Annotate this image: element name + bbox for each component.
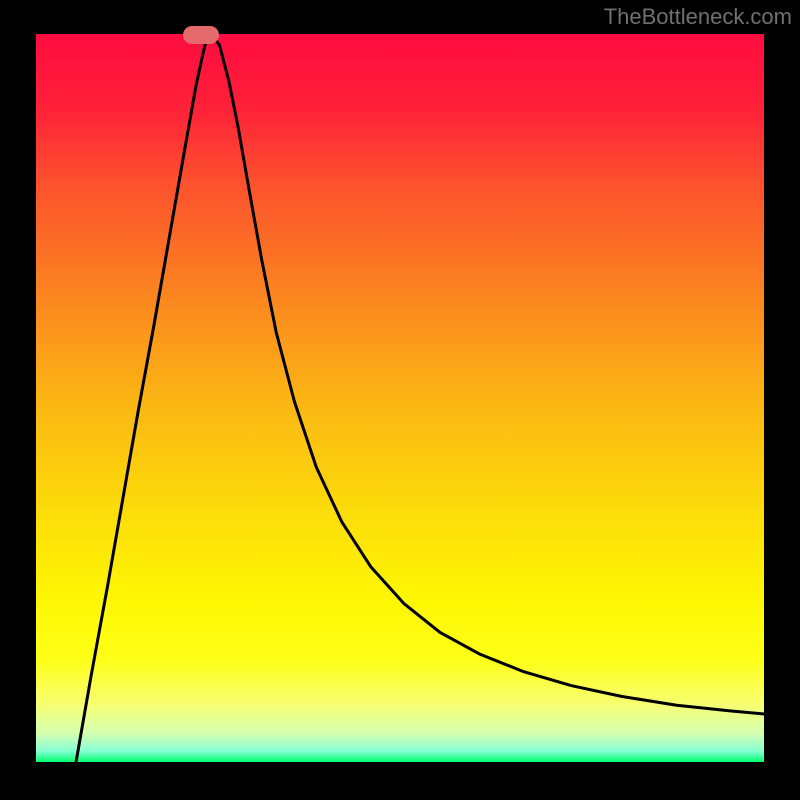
optimal-marker [183,26,219,44]
plot-area [36,34,764,762]
bottleneck-curve [36,34,764,762]
watermark-text: TheBottleneck.com [604,4,792,30]
chart-container: TheBottleneck.com [0,0,800,800]
